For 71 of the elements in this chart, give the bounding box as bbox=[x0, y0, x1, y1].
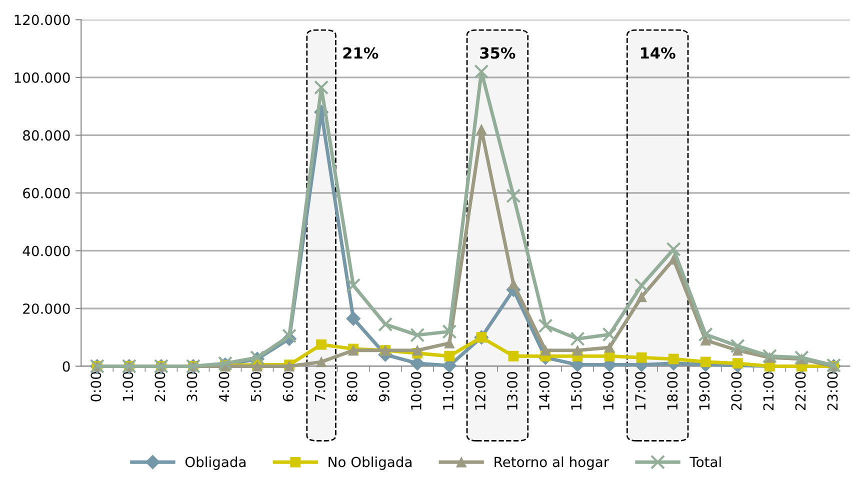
point bbox=[700, 335, 711, 346]
x-tick-label: 5:00 bbox=[250, 372, 262, 402]
point bbox=[444, 350, 455, 362]
point bbox=[794, 350, 809, 365]
point bbox=[316, 356, 327, 368]
y-tick-label: 60.000 bbox=[23, 188, 70, 198]
band-label: 21% bbox=[343, 47, 378, 59]
x-tick-label: 17:00 bbox=[635, 372, 646, 410]
point bbox=[636, 292, 647, 302]
legend-label: No Obligada bbox=[328, 456, 412, 470]
point bbox=[540, 345, 551, 356]
point bbox=[604, 342, 615, 353]
legend-label: Total bbox=[690, 456, 721, 468]
point bbox=[698, 327, 713, 342]
point bbox=[506, 188, 521, 204]
band-label: 35% bbox=[480, 47, 516, 59]
band-label: 14% bbox=[641, 47, 676, 59]
y-tick-label: 80.000 bbox=[23, 130, 70, 141]
x-tick-label: 2:00 bbox=[154, 372, 166, 402]
x-tick-label: 18:00 bbox=[667, 372, 678, 410]
x-tick-label: 16:00 bbox=[603, 372, 614, 410]
x-tick-label: 13:00 bbox=[506, 372, 518, 410]
x-tick-label: 21:00 bbox=[763, 372, 774, 410]
y-tick-label: 0 bbox=[62, 361, 70, 372]
point bbox=[412, 345, 423, 356]
point bbox=[668, 354, 679, 364]
point bbox=[346, 311, 361, 326]
point bbox=[700, 356, 711, 368]
point bbox=[634, 278, 649, 293]
legend-label: Obligada bbox=[185, 456, 246, 470]
point bbox=[346, 278, 361, 293]
point bbox=[508, 278, 519, 290]
x-tick-label: 7:00 bbox=[314, 372, 326, 402]
point bbox=[442, 324, 457, 339]
point bbox=[538, 318, 553, 334]
x-tick-label: 1:00 bbox=[122, 372, 134, 401]
x-tick-label: 10:00 bbox=[410, 372, 422, 410]
point bbox=[666, 242, 681, 257]
legend-label: Retorno al hogar bbox=[494, 456, 610, 470]
x-tick-label: 11:00 bbox=[442, 372, 454, 410]
y-tick-label: 20.000 bbox=[23, 303, 70, 314]
x-tick-label: 23:00 bbox=[827, 372, 838, 410]
point bbox=[602, 327, 617, 342]
point bbox=[410, 328, 425, 342]
x-tick-label: 22:00 bbox=[795, 372, 806, 410]
point bbox=[570, 332, 585, 346]
x-tick-label: 12:00 bbox=[474, 372, 486, 410]
point bbox=[508, 350, 519, 362]
x-tick-label: 4:00 bbox=[218, 372, 230, 402]
point bbox=[282, 328, 297, 344]
point bbox=[378, 317, 393, 332]
point bbox=[762, 348, 777, 364]
point bbox=[476, 124, 487, 135]
point bbox=[636, 352, 647, 363]
x-tick-label: 3:00 bbox=[186, 372, 198, 402]
x-tick-label: 6:00 bbox=[282, 372, 294, 402]
point bbox=[730, 338, 745, 354]
y-tick-label: 100.000 bbox=[14, 72, 70, 83]
point bbox=[316, 339, 327, 350]
point bbox=[314, 80, 329, 95]
point bbox=[572, 345, 583, 356]
x-tick-label: 9:00 bbox=[378, 372, 390, 402]
x-tick-label: 20:00 bbox=[731, 372, 742, 410]
x-tick-label: 0:00 bbox=[90, 372, 102, 402]
x-tick-label: 8:00 bbox=[346, 372, 358, 402]
y-tick-label: 40.000 bbox=[22, 246, 70, 256]
point bbox=[474, 64, 489, 79]
y-tick-label: 120.000 bbox=[14, 14, 70, 26]
x-tick-label: 15:00 bbox=[571, 372, 582, 410]
x-tick-label: 19:00 bbox=[699, 372, 710, 410]
x-tick-label: 14:00 bbox=[539, 372, 550, 410]
